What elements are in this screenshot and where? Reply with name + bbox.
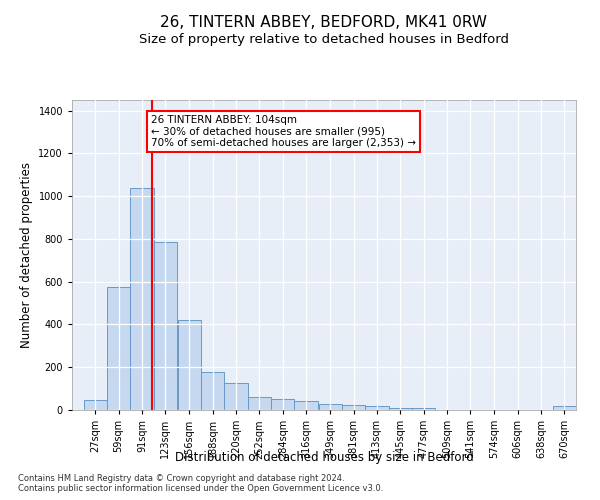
Bar bbox=[389, 408, 412, 410]
Bar bbox=[107, 287, 130, 410]
Bar bbox=[248, 396, 271, 410]
Bar bbox=[553, 406, 576, 410]
Bar bbox=[178, 320, 201, 410]
Bar bbox=[271, 400, 295, 410]
Text: 26 TINTERN ABBEY: 104sqm
← 30% of detached houses are smaller (995)
70% of semi-: 26 TINTERN ABBEY: 104sqm ← 30% of detach… bbox=[151, 115, 416, 148]
Bar bbox=[130, 188, 154, 410]
Bar bbox=[154, 242, 177, 410]
Text: Size of property relative to detached houses in Bedford: Size of property relative to detached ho… bbox=[139, 32, 509, 46]
Text: Contains HM Land Registry data © Crown copyright and database right 2024.: Contains HM Land Registry data © Crown c… bbox=[18, 474, 344, 483]
Bar bbox=[295, 401, 318, 410]
Bar bbox=[342, 404, 365, 410]
Y-axis label: Number of detached properties: Number of detached properties bbox=[20, 162, 33, 348]
Bar bbox=[365, 406, 389, 410]
Text: 26, TINTERN ABBEY, BEDFORD, MK41 0RW: 26, TINTERN ABBEY, BEDFORD, MK41 0RW bbox=[161, 15, 487, 30]
Bar bbox=[224, 382, 248, 410]
Text: Distribution of detached houses by size in Bedford: Distribution of detached houses by size … bbox=[175, 451, 473, 464]
Bar bbox=[412, 408, 435, 410]
Text: Contains public sector information licensed under the Open Government Licence v3: Contains public sector information licen… bbox=[18, 484, 383, 493]
Bar bbox=[201, 372, 224, 410]
Bar bbox=[83, 400, 107, 410]
Bar bbox=[319, 404, 342, 410]
